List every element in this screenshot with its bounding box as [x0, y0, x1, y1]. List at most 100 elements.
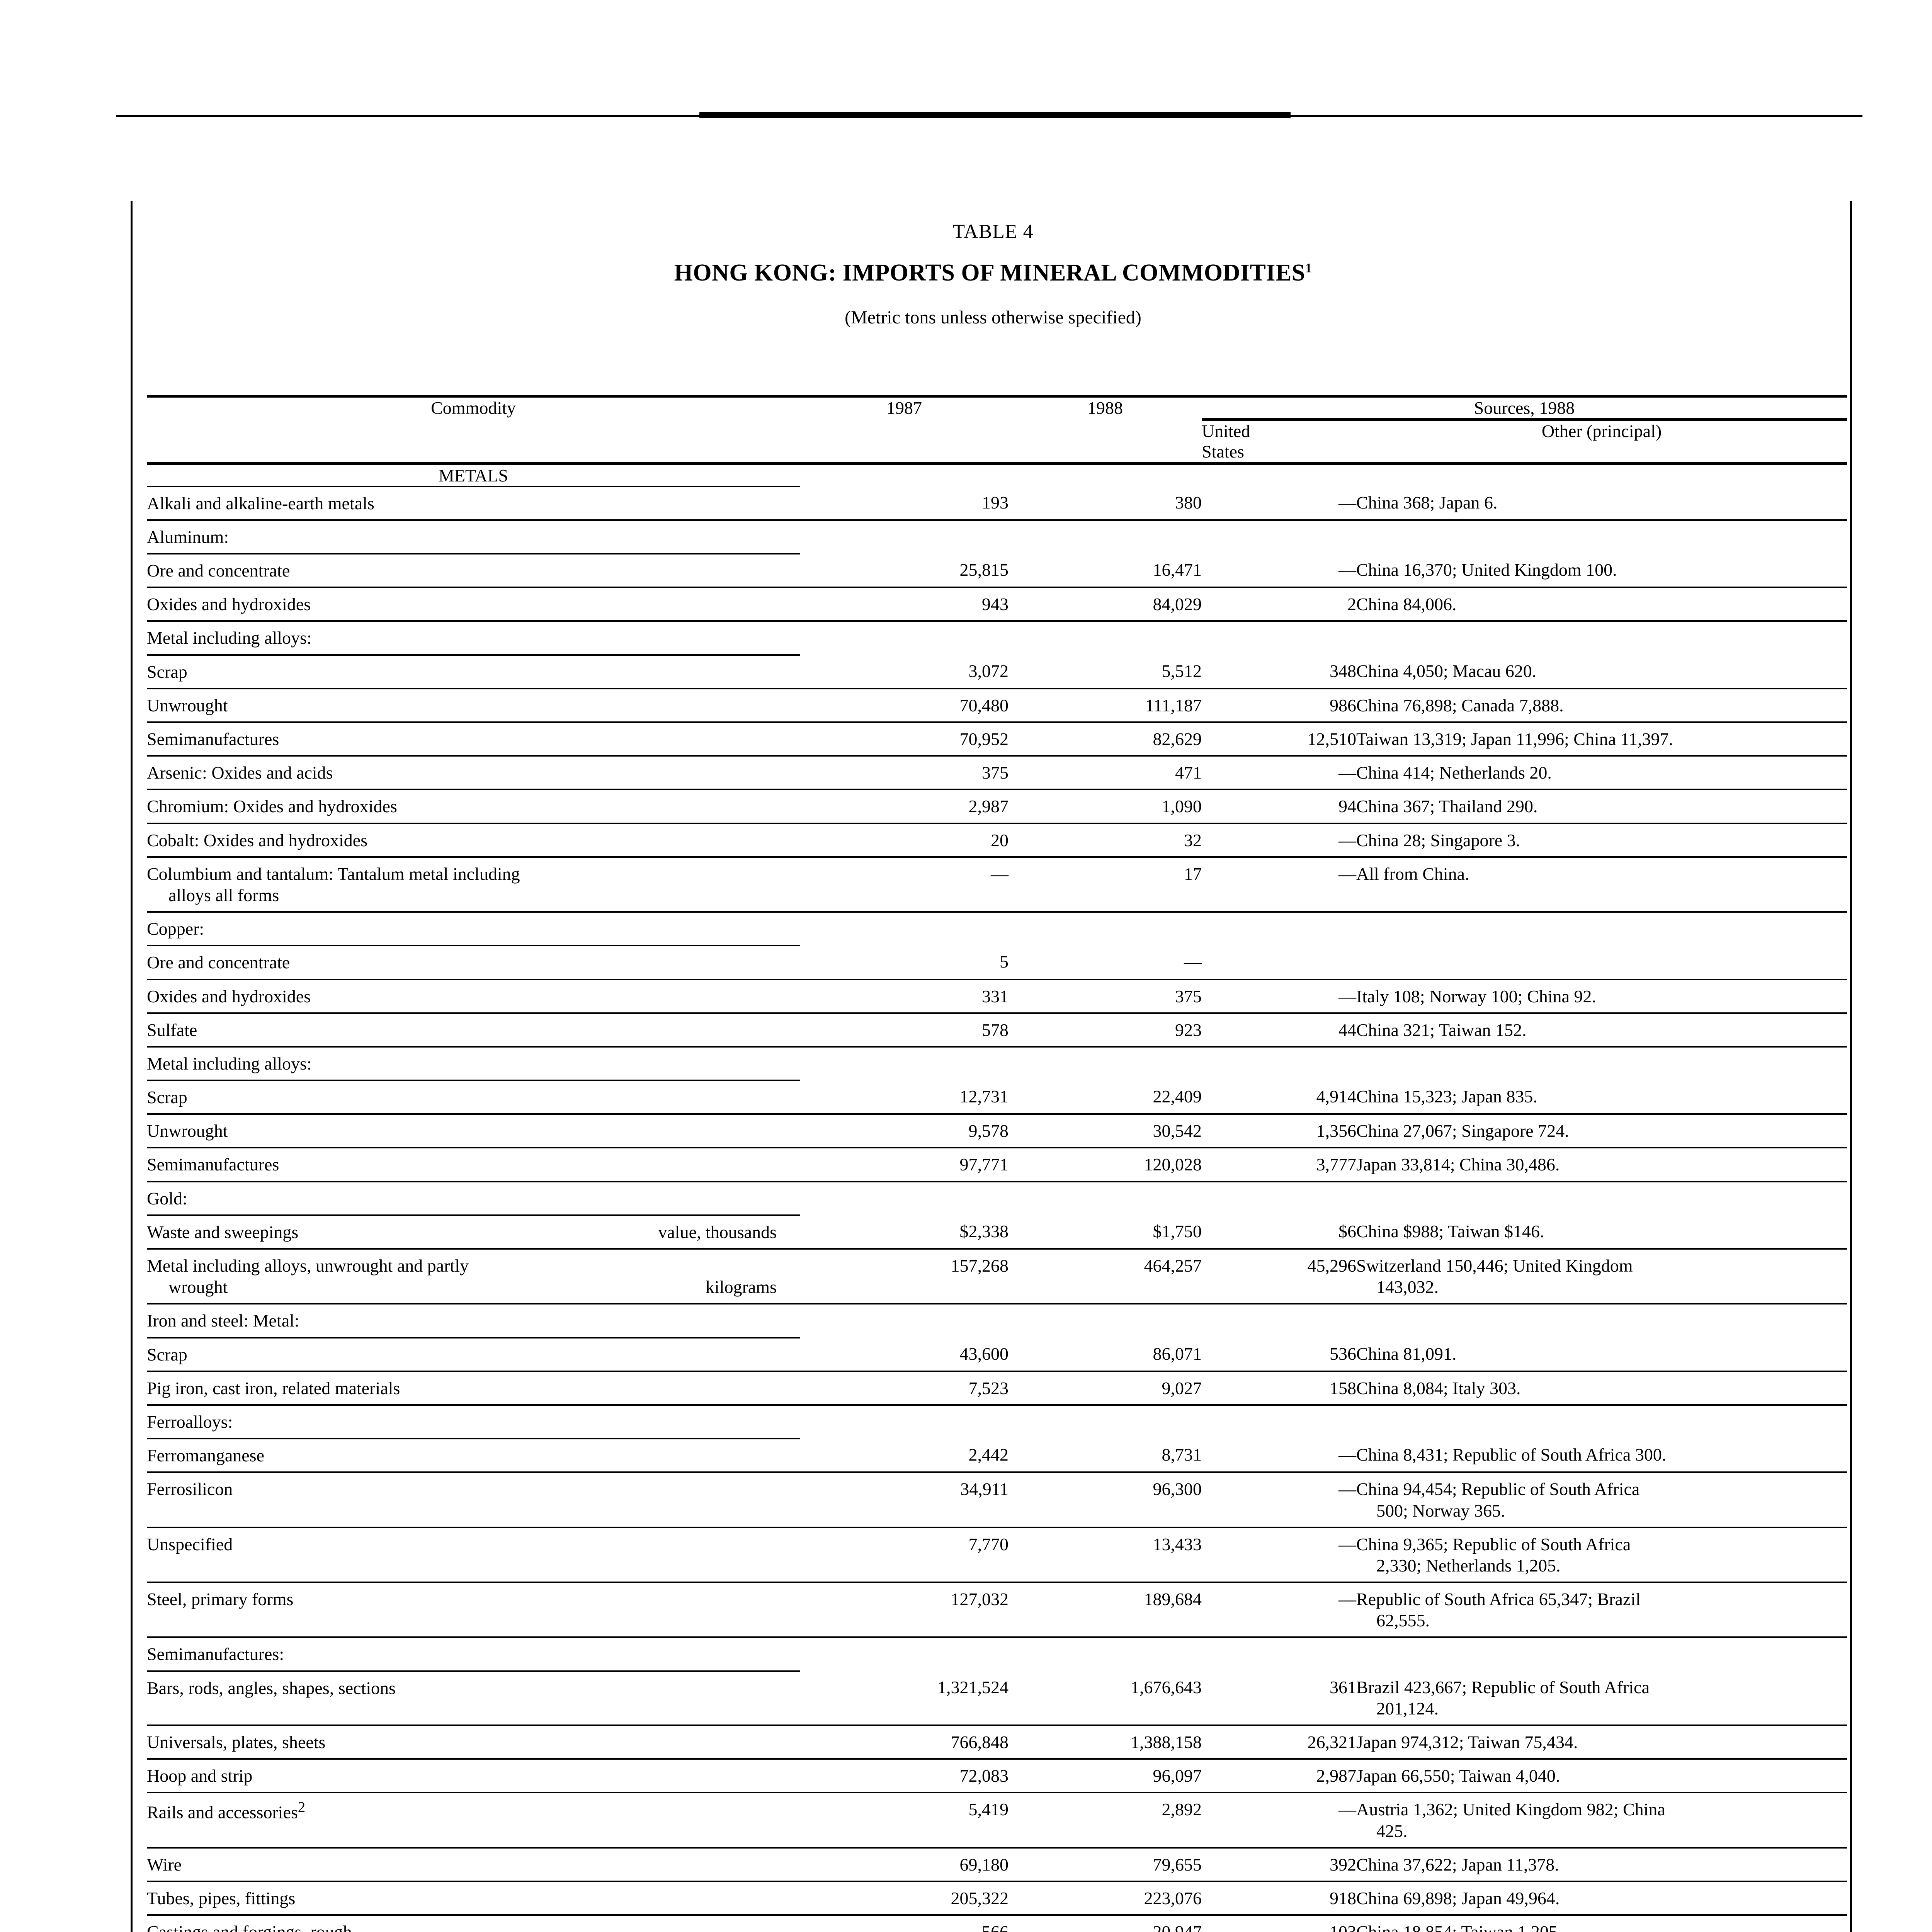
- cell-commodity: Rails and accessories2: [147, 1793, 800, 1849]
- source-text: China 414; Netherlands 20.: [1356, 763, 1552, 783]
- cell-united-states: —: [1202, 823, 1356, 858]
- table-row: Ore and concentrate 5—: [147, 946, 1847, 980]
- cell-commodity: Arsenic: Oxides and acids: [147, 756, 800, 791]
- cell-1987: 127,032: [800, 1582, 1009, 1638]
- table-number: TABLE 4: [952, 221, 1034, 243]
- cell-other-principal: Japan 66,550; Taiwan 4,040.: [1356, 1759, 1847, 1794]
- page-title: HONG KONG: IMPORTS OF MINERAL COMMODITIE…: [147, 259, 1839, 287]
- cell-united-states: 348: [1202, 655, 1356, 689]
- source-text: China 27,067; Singapore 724.: [1356, 1121, 1569, 1141]
- source-text: China 81,091.: [1356, 1344, 1457, 1364]
- cell-united-states: 536: [1202, 1337, 1356, 1372]
- source-text: China 9,365; Republic of South Africa: [1356, 1534, 1631, 1554]
- cell-commodity: Oxides and hydroxides: [147, 979, 800, 1014]
- cell-1988: 471: [1009, 756, 1202, 791]
- cell-commodity: Ore and concentrate: [147, 946, 800, 980]
- cell-1987: 566: [800, 1915, 1009, 1932]
- source-text: Japan 33,814; China 30,486.: [1356, 1155, 1560, 1175]
- col-header-united-states: United States: [1202, 418, 1356, 464]
- cell-other-principal: Switzerland 150,446; United Kingdom 143,0…: [1356, 1249, 1847, 1305]
- cell-united-states: 4,914: [1202, 1080, 1356, 1115]
- cell-commodity: Unspecified: [147, 1527, 800, 1583]
- source-text-cont: 425.: [1376, 1821, 1408, 1841]
- cell-united-states: 392: [1202, 1847, 1356, 1882]
- table-row: Oxides and hydroxides 943 84,029 2 China 84,…: [147, 587, 1847, 622]
- commodity-label: Bars, rods, angles, shapes, sections: [147, 1678, 396, 1698]
- source-text: China 4,050; Macau 620.: [1356, 661, 1537, 681]
- cell-1988: 120,028: [1009, 1148, 1202, 1182]
- group-row-spacer: [800, 1405, 1009, 1439]
- unit-note: (Metric tons unless otherwise specified): [845, 307, 1141, 328]
- cell-1988: 1,388,158: [1009, 1725, 1202, 1760]
- source-text: Brazil 423,667; Republic of South Africa: [1356, 1677, 1650, 1697]
- cell-1988: 2,892: [1009, 1793, 1202, 1849]
- cell-united-states: [1202, 946, 1356, 980]
- source-text: China 16,370; United Kingdom 100.: [1356, 560, 1617, 580]
- source-text: China 368; Japan 6.: [1356, 492, 1498, 512]
- group-row-spacer: [800, 912, 1009, 946]
- page-top-rule-bold-segment: [699, 112, 1291, 118]
- table-row: Sulfate 578 923 44 China 321; Taiwan 152.: [147, 1013, 1847, 1048]
- commodity-label: Universals, plates, sheets: [147, 1732, 326, 1752]
- cell-commodity: Unwrought: [147, 1114, 800, 1149]
- commodity-footnote-marker: 2: [298, 1799, 306, 1816]
- cell-1988: 375: [1009, 979, 1202, 1014]
- source-text-cont: 500; Norway 365.: [1376, 1500, 1505, 1520]
- cell-other-principal: [1356, 946, 1847, 980]
- cell-other-principal: Austria 1,362; United Kingdom 982; China…: [1356, 1793, 1847, 1849]
- cell-1988: 96,097: [1009, 1759, 1202, 1794]
- cell-1987: 7,770: [800, 1527, 1009, 1583]
- group-row-spacer: [1356, 1405, 1847, 1439]
- cell-commodity: Waste and sweepings value, thousands: [147, 1215, 800, 1250]
- group-row-spacer: [1356, 520, 1847, 554]
- commodity-label: Scrap: [147, 662, 187, 682]
- cell-1988: 20,947: [1009, 1915, 1202, 1932]
- cell-1987: 72,083: [800, 1759, 1009, 1794]
- table-row: Ore and concentrate 25,815 16,471— China 16…: [147, 554, 1847, 588]
- table-group-row: Iron and steel: Metal:: [147, 1304, 1847, 1338]
- cell-1987: —: [800, 857, 1009, 913]
- source-text: China 69,898; Japan 49,964.: [1356, 1888, 1560, 1908]
- table-group-row: Semimanufactures:: [147, 1637, 1847, 1672]
- cell-1987: 2,987: [800, 789, 1009, 824]
- cell-united-states: —: [1202, 1439, 1356, 1473]
- group-row-spacer: [1009, 621, 1202, 655]
- group-row-spacer: [1356, 621, 1847, 655]
- cell-other-principal: China 18,854; Taiwan 1,205.: [1356, 1915, 1847, 1932]
- group-row-spacer: [1009, 1405, 1202, 1439]
- source-text: China 8,084; Italy 303.: [1356, 1378, 1521, 1398]
- commodity-label: Tubes, pipes, fittings: [147, 1888, 296, 1908]
- cell-1987: 375: [800, 756, 1009, 791]
- cell-united-states: 918: [1202, 1881, 1356, 1916]
- cell-united-states: 94: [1202, 789, 1356, 824]
- commodity-label: Ore and concentrate: [147, 561, 290, 581]
- commodity-label: Hoop and strip: [147, 1766, 253, 1786]
- table-row: Oxides and hydroxides 331 375— Italy 108; N…: [147, 979, 1847, 1014]
- cell-united-states: —: [1202, 1472, 1356, 1528]
- source-text: China 37,622; Japan 11,378.: [1356, 1854, 1559, 1874]
- group-row-spacer: [1202, 1637, 1356, 1671]
- cell-commodity: Universals, plates, sheets: [147, 1725, 800, 1760]
- source-text: China 94,454; Republic of South Africa: [1356, 1479, 1640, 1499]
- unit-label-cont: kilograms: [706, 1277, 777, 1297]
- cell-1988: 1,090: [1009, 789, 1202, 824]
- col-header-united-states-line1: United: [1202, 421, 1250, 441]
- cell-other-principal: China 94,454; Republic of South Africa 50…: [1356, 1472, 1847, 1528]
- table-row: Unspecified 7,770 13,433— China 9,365; Repu…: [147, 1527, 1847, 1583]
- group-row-spacer: [1202, 1182, 1356, 1215]
- cell-1988: 82,629: [1009, 722, 1202, 757]
- cell-1988: 86,071: [1009, 1337, 1202, 1372]
- cell-1987: 193: [800, 486, 1009, 521]
- cell-other-principal: Brazil 423,667; Republic of South Africa…: [1356, 1671, 1847, 1726]
- unit-label: value, thousands: [658, 1222, 777, 1242]
- cell-1987: 25,815: [800, 554, 1009, 588]
- cell-other-principal: China 16,370; United Kingdom 100.: [1356, 554, 1847, 588]
- table-row: Scrap 3,072 5,512 348 China 4,050; Macau 620…: [147, 655, 1847, 689]
- source-text: China 28; Singapore 3.: [1356, 830, 1520, 850]
- table-group-row: Aluminum:: [147, 520, 1847, 555]
- cell-commodity: Tubes, pipes, fittings: [147, 1881, 800, 1916]
- group-row-spacer: [1202, 1047, 1356, 1080]
- section-label-spacer: [800, 465, 1009, 486]
- group-label: Aluminum:: [147, 520, 800, 555]
- source-text-cont: 143,032.: [1376, 1277, 1439, 1297]
